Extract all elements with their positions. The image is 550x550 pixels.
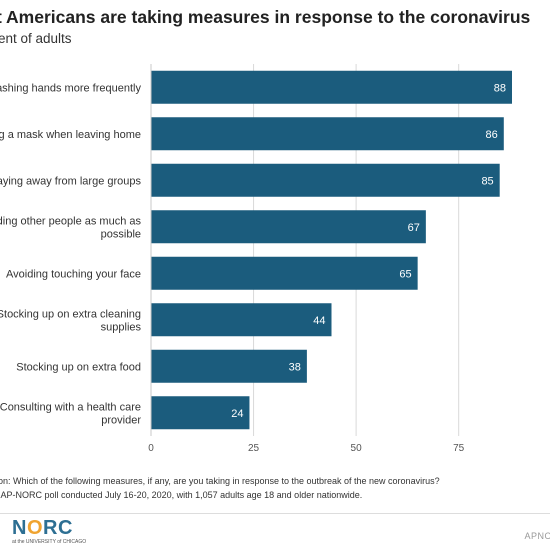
category-label: Consulting with a health care provider (0, 401, 141, 426)
category-label: Stocking up on extra cleaning supplies (0, 308, 141, 333)
footer-divider (0, 513, 550, 514)
data-label: 24 (231, 408, 243, 420)
chart-title: t Americans are taking measures in respo… (0, 7, 531, 27)
bar (151, 396, 250, 430)
logo-wordmark: NORC (12, 518, 86, 538)
x-tick-label: 25 (248, 443, 260, 454)
bar (151, 349, 307, 383)
data-label: 85 (481, 175, 493, 187)
category-label: Avoiding touching your face (6, 268, 141, 280)
data-label: 86 (486, 129, 498, 141)
bar-chart: 0 25 50 75 88 ashing hands more frequently 86 g… (0, 64, 512, 454)
bar (151, 70, 512, 104)
bar (151, 163, 500, 197)
logo-rc: RC (43, 517, 73, 539)
logo-n: N (12, 517, 27, 539)
category-label: aying away from large groups (0, 175, 141, 187)
data-label: 67 (408, 222, 420, 234)
logo-subtitle: at the UNIVERSITY of CHICAGO (12, 539, 87, 545)
data-label: 38 (289, 361, 301, 373)
brand-label: APNO (524, 531, 550, 541)
bar (151, 117, 504, 151)
source-note: : AP-NORC poll conducted July 16-20, 202… (0, 490, 363, 500)
logo-o: O (26, 517, 44, 539)
bar (151, 210, 426, 244)
x-tick-label: 50 (351, 443, 363, 454)
category-label: ashing hands more frequently (0, 82, 141, 94)
category-label: ding other people as much as possible (0, 215, 141, 240)
norc-logo: NORC at the UNIVERSITY of CHICAGO (12, 518, 86, 545)
data-label: 44 (313, 315, 325, 327)
x-tick-label: 75 (453, 443, 465, 454)
data-label: 65 (399, 268, 411, 280)
bar (151, 303, 332, 337)
category-label: g a mask when leaving home (0, 129, 141, 141)
question-note: ion: Which of the following measures, if… (0, 476, 440, 486)
chart-subtitle: ent of adults (0, 31, 72, 46)
data-label: 88 (494, 82, 506, 94)
category-label: Stocking up on extra food (16, 361, 141, 373)
x-tick-label: 0 (148, 443, 154, 454)
bar (151, 256, 418, 290)
